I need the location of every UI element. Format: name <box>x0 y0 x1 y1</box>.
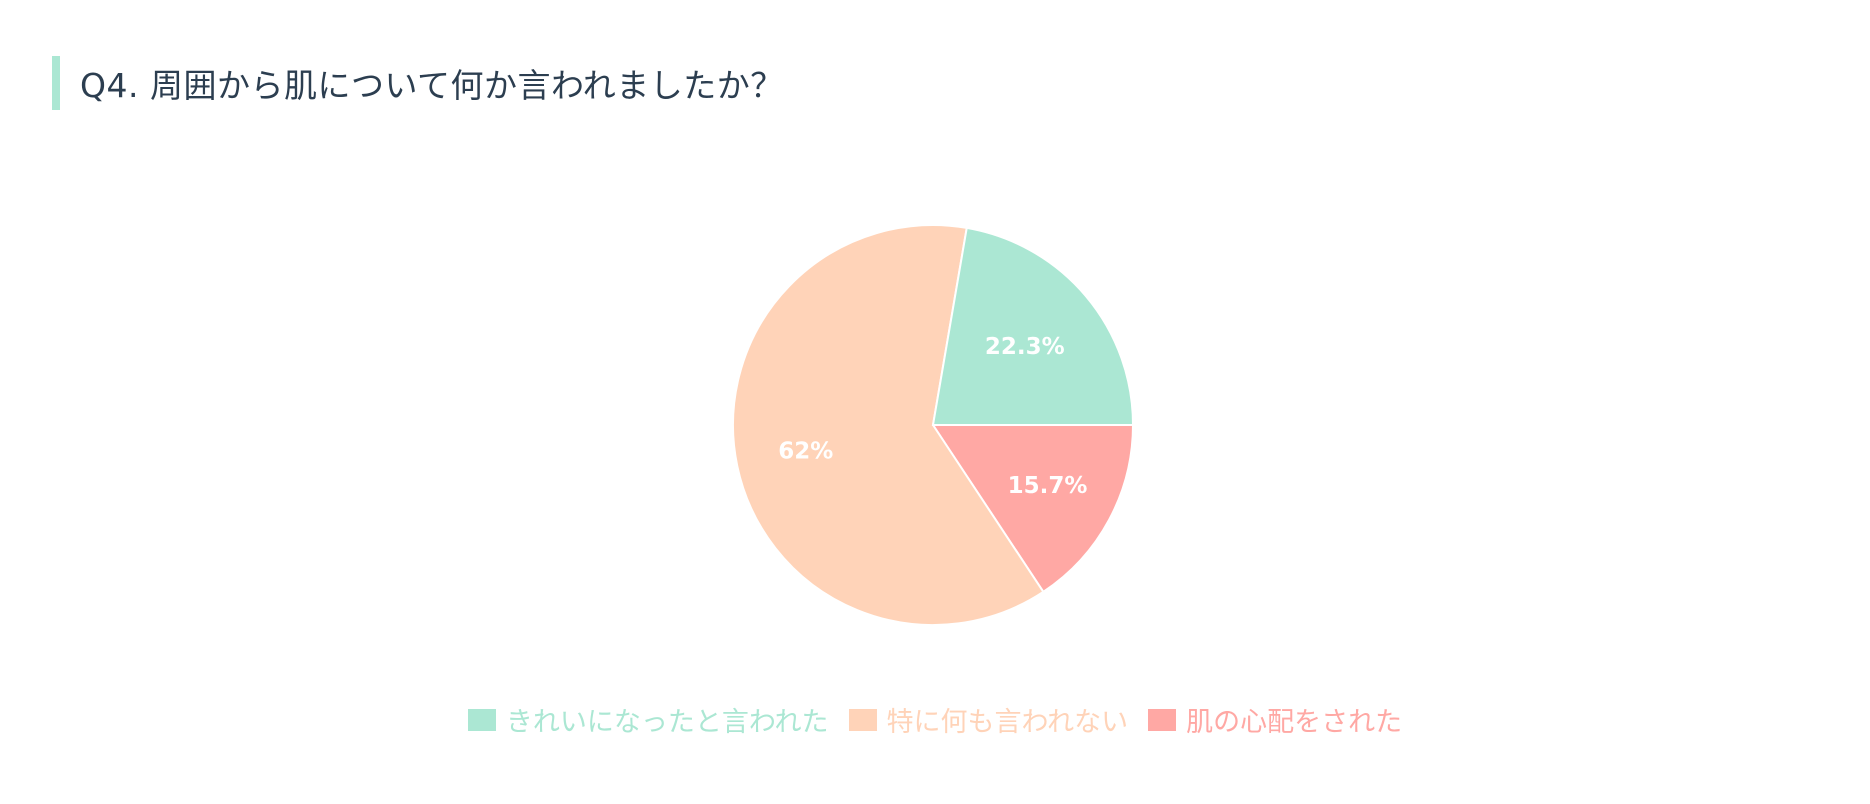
title-accent-bar <box>52 56 60 110</box>
legend-item-kirei[interactable]: きれいになったと言われた <box>467 700 829 739</box>
chart-title: Q4. 周囲から肌について何か言われましたか？ <box>80 66 784 105</box>
data-label-nothing: 62% <box>778 438 833 464</box>
legend-swatch-kirei <box>467 708 496 731</box>
legend-item-nothing[interactable]: 特に何も言われない <box>848 700 1129 739</box>
legend: きれいになったと言われた 特に何も言われない 肌の心配をされた <box>0 700 1870 739</box>
chart-header: Q4. 周囲から肌について何か言われましたか？ <box>52 56 784 110</box>
slice-worried[interactable] <box>931 424 1135 594</box>
slice-nothing[interactable] <box>732 224 1045 626</box>
legend-label-kirei: きれいになったと言われた <box>505 707 829 738</box>
slice-kirei[interactable] <box>931 226 1135 426</box>
data-label-kirei: 22.3% <box>985 334 1065 360</box>
legend-swatch-nothing <box>848 708 877 731</box>
legend-item-worried[interactable]: 肌の心配をされた <box>1148 700 1402 739</box>
legend-label-worried: 肌の心配をされた <box>1186 707 1403 738</box>
data-label-worried: 15.7% <box>1008 473 1088 499</box>
legend-label-nothing: 特に何も言われない <box>886 707 1129 738</box>
legend-swatch-worried <box>1148 708 1177 731</box>
